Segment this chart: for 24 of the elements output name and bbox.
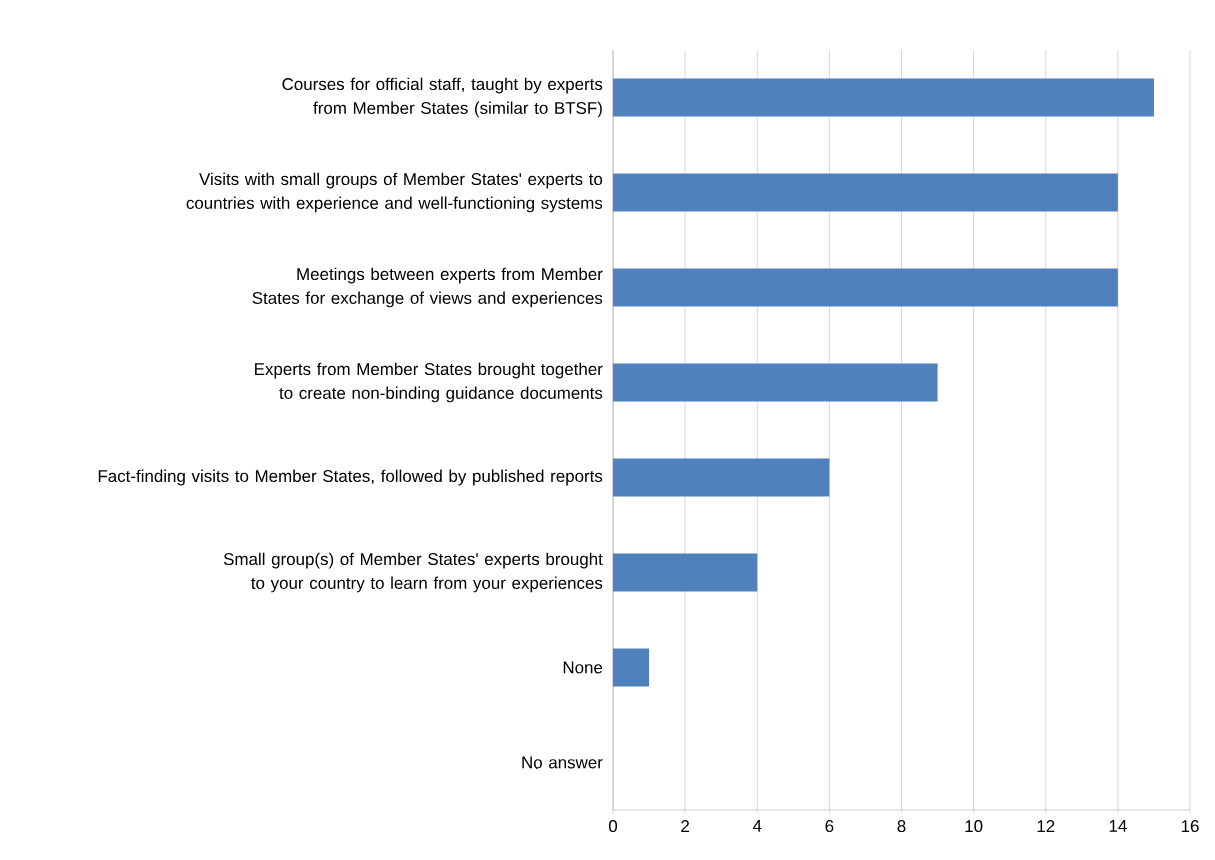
- y-tick-label: Courses for official staff, taught by experts from Member States (similar to BTSF): [282, 77, 603, 118]
- x-tick-label: 14: [1109, 820, 1127, 832]
- bar: [613, 173, 1118, 212]
- y-tick-label: Experts from Member States brought together to create non-binding guidance documents: [255, 362, 603, 403]
- y-tick-label: No answer: [522, 756, 603, 769]
- bar: [613, 458, 830, 497]
- y-tick-label: Small group(s) of Member States' experts brought to your country to learn from your experiences: [223, 552, 603, 593]
- y-tick-label: Visits with small groups of Member States' experts to countries with experience and well-functioning systems: [186, 172, 603, 213]
- y-tick-label: Fact-finding visits to Member States, followed by published reports: [98, 469, 603, 486]
- bar: [613, 363, 938, 402]
- x-tick-label: 6: [825, 820, 834, 833]
- bar: [613, 78, 1154, 117]
- y-tick-label: None: [563, 661, 603, 674]
- bar: [613, 268, 1118, 307]
- bar: [613, 553, 758, 592]
- x-tick-label: 12: [1037, 820, 1055, 832]
- x-tick-label: 10: [965, 820, 983, 833]
- x-tick-label: 2: [681, 820, 689, 832]
- y-tick-label: Meetings between experts from Member States for exchange of views and experiences: [252, 267, 603, 308]
- x-tick-label: 8: [897, 820, 906, 833]
- x-tick-label: 4: [752, 820, 762, 832]
- bar: [613, 648, 650, 687]
- x-tick-label: 16: [1181, 820, 1199, 833]
- x-tick-label: 0: [608, 820, 618, 833]
